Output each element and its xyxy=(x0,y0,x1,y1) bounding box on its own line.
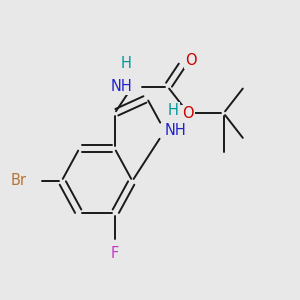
Text: H: H xyxy=(168,103,179,118)
Text: Br: Br xyxy=(10,173,26,188)
Text: NH: NH xyxy=(111,79,132,94)
Text: H: H xyxy=(121,56,132,70)
Text: F: F xyxy=(110,246,119,261)
Text: NH: NH xyxy=(165,123,187,138)
Text: O: O xyxy=(185,53,197,68)
Text: O: O xyxy=(182,106,194,121)
